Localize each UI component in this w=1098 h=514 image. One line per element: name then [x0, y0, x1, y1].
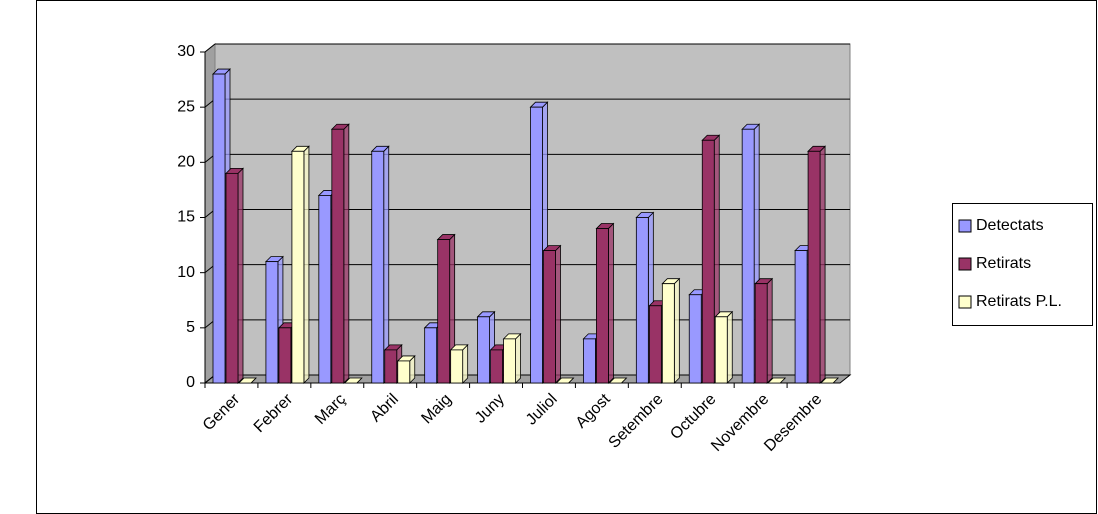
y-tick-label: 30	[177, 43, 195, 60]
bar	[543, 250, 556, 384]
bar	[291, 150, 305, 384]
bar	[754, 283, 768, 384]
bar-side	[608, 222, 614, 384]
bar	[794, 250, 808, 384]
grid-line-side	[204, 43, 216, 53]
legend: Detectats Retirats Retirats P.L.	[952, 203, 1093, 326]
y-tick-label: 15	[177, 209, 195, 226]
bar-side	[673, 277, 680, 384]
y-tick-label: 25	[177, 98, 195, 115]
bar	[450, 349, 464, 384]
bar	[635, 217, 649, 384]
bar-side	[303, 145, 310, 384]
y-tick-label: 20	[177, 154, 195, 171]
legend-label: Detectats	[976, 217, 1044, 234]
bar-top	[608, 377, 628, 384]
bar	[490, 349, 503, 384]
bar-side	[726, 310, 733, 384]
y-tick-label: 0	[186, 374, 195, 391]
legend-label: Retirats	[976, 255, 1031, 272]
legend-box	[952, 203, 1093, 326]
bar	[397, 360, 411, 384]
bar	[741, 128, 755, 384]
bar	[714, 316, 728, 384]
bar	[318, 195, 332, 384]
bar-top	[767, 377, 787, 384]
y-tick-label: 5	[186, 319, 195, 336]
bar	[688, 294, 702, 384]
bar-side	[343, 123, 350, 384]
bar-side	[555, 244, 561, 384]
bar-side	[462, 343, 469, 384]
bar	[648, 305, 662, 384]
bar	[596, 228, 609, 384]
bar	[278, 327, 292, 384]
bar-side	[515, 332, 521, 384]
y-tick-label: 10	[177, 264, 195, 281]
bar-side	[766, 277, 773, 384]
bar	[701, 139, 715, 384]
bar	[503, 338, 516, 384]
legend-swatch	[958, 257, 972, 271]
bar	[807, 150, 821, 384]
bar	[225, 172, 239, 384]
bar	[437, 239, 451, 384]
bar	[477, 316, 490, 384]
bar-top	[555, 377, 575, 384]
legend-label: Retirats P.L.	[976, 293, 1062, 310]
bar-top	[820, 377, 840, 384]
legend-swatch	[958, 295, 972, 309]
bar-top	[343, 377, 363, 384]
bar	[530, 106, 543, 384]
bar	[265, 261, 279, 384]
bar-side	[237, 167, 244, 384]
bar	[371, 150, 385, 384]
bar-side	[819, 145, 826, 384]
bar	[384, 349, 398, 384]
bar	[424, 327, 438, 384]
bar	[661, 283, 675, 384]
bar	[583, 338, 596, 384]
bar-top	[238, 377, 257, 384]
legend-swatch	[958, 219, 972, 233]
bar	[212, 73, 226, 384]
bar	[331, 128, 345, 384]
